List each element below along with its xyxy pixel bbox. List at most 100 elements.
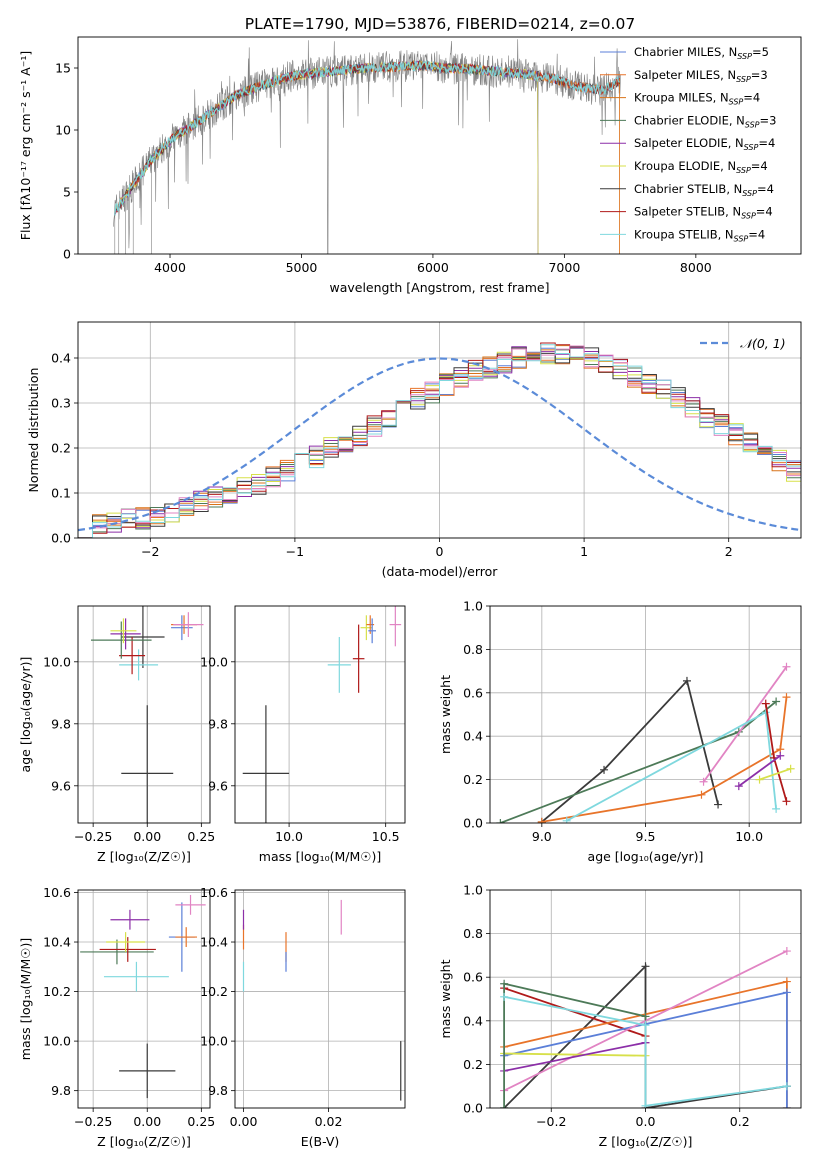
y-tick-label: 10.2: [43, 984, 71, 999]
series-marker: [641, 1101, 650, 1108]
x-tick-label: 2: [725, 544, 733, 559]
figure-title: PLATE=1790, MJD=53876, FIBERID=0214, z=0…: [245, 15, 635, 33]
y-tick-label: 10.0: [200, 654, 228, 669]
legend-label: Chabrier MILES, NSSP=5: [634, 45, 769, 61]
y-tick-label: 0.6: [463, 970, 483, 985]
axes-frame: [489, 605, 802, 824]
x-axis-label: (data-model)/error: [382, 564, 499, 579]
panel-mass-weight-vs-z: −0.2 0.0 0.2 0.0 0.2 0.4 0.6 0.8 1.0 Z [log₁₀(Z/Z…: [438, 883, 802, 1149]
series-line: [541, 679, 719, 823]
y-tick-label: 0.4: [51, 351, 71, 366]
series-marker: [500, 1104, 509, 1108]
series-marker: [500, 992, 509, 1001]
series-marker: [761, 708, 770, 717]
x-tick-label: −0.2: [536, 1114, 566, 1129]
series-line: [503, 950, 788, 1092]
x-axis-label: Z [log₁₀(Z/Z☉)]: [97, 1134, 191, 1149]
y-tick-label: 0.2: [463, 1057, 483, 1072]
series-marker: [782, 977, 791, 986]
model-spectrum-chabrier_stelib: [114, 60, 620, 216]
model-spectrum-chabrier_elodie: [114, 59, 539, 254]
series-marker: [734, 782, 743, 791]
x-axis-label: mass [log₁₀(M/M☉)]: [259, 849, 381, 864]
legend-label: 𝒩(0, 1): [740, 336, 786, 351]
y-tick-label: 10.4: [200, 935, 228, 950]
series-marker: [755, 775, 764, 784]
y-tick-label: 0.2: [51, 441, 71, 456]
x-tick-label: −0.25: [74, 829, 112, 844]
y-axis-label: age [log₁₀(age/yr)]: [18, 657, 33, 773]
series-marker: [562, 816, 571, 823]
model-spectrum-salpeter_stelib: [114, 60, 620, 216]
axes-frame: [234, 605, 406, 824]
axes-frame: [77, 889, 211, 1109]
histogram-salpeter_stelib: [78, 342, 801, 538]
y-tick-label: 0.6: [463, 685, 483, 700]
x-tick-label: 10.5: [372, 829, 400, 844]
x-tick-label: 9.0: [532, 829, 552, 844]
y-tick-label: 9.8: [208, 716, 228, 731]
x-tick-label: 10.0: [735, 829, 763, 844]
errorbar-point: [171, 615, 193, 641]
errorbar-point: [119, 637, 146, 675]
x-tick-label: 7000: [548, 260, 580, 275]
series-line: [503, 982, 646, 1108]
panel-spectrum: 4000 5000 6000 7000 8000 0 5 10 15 wavelength [An…: [18, 36, 802, 295]
y-tick-label: 10.6: [43, 885, 71, 900]
y-tick-label: 0.4: [463, 729, 483, 744]
model-spectrum-kroupa_miles: [114, 60, 620, 254]
panel-mass-weight-vs-age: 9.0 9.5 10.0 0.0 0.2 0.4 0.6 0.8 1.0 age [log₁₀(a…: [438, 599, 802, 864]
y-tick-label: 9.8: [208, 1083, 228, 1098]
x-tick-label: 0.0: [636, 1114, 656, 1129]
errorbar-point: [175, 894, 206, 915]
y-axis-label: Normed distribution: [26, 368, 41, 493]
series-marker: [782, 947, 791, 956]
x-tick-label: −2: [141, 544, 159, 559]
series-line: [541, 696, 788, 823]
panel-age-vs-mass: 10.0 10.5 9.6 9.8 10.0 mass [log₁₀(M/M☉)]: [200, 605, 406, 864]
x-tick-label: 10.0: [275, 829, 303, 844]
y-tick-label: 9.6: [208, 778, 228, 793]
y-tick-label: 0.3: [51, 396, 71, 411]
axes-frame: [77, 321, 802, 539]
panel-residual-histogram: −2 −1 0 1 2 0.0 0.1 0.2 0.3 0.4 (data-model)/error…: [26, 321, 802, 579]
y-tick-label: 0.0: [463, 816, 483, 831]
model-spectrum-kroupa_elodie: [114, 60, 539, 254]
y-tick-label: 1.0: [463, 883, 483, 898]
series-marker: [782, 988, 791, 997]
plot-area: [78, 606, 210, 823]
y-tick-label: 10.0: [200, 1034, 228, 1049]
plot-area: [235, 890, 405, 1108]
errorbar-point: [175, 927, 198, 947]
y-tick-label: 0.0: [51, 531, 71, 546]
errorbar-point: [327, 637, 351, 693]
x-axis-label: wavelength [Angstrom, rest frame]: [329, 280, 549, 295]
errorbar-point: [121, 606, 165, 668]
x-tick-label: 0.02: [315, 1114, 343, 1129]
series-line: [504, 1052, 646, 1057]
x-tick-label: 6000: [417, 260, 449, 275]
series-marker: [772, 697, 781, 706]
series-marker: [782, 662, 791, 671]
y-tick-label: 0: [63, 247, 71, 262]
series-marker: [772, 804, 781, 813]
series-marker: [641, 962, 650, 971]
legend-label: Kroupa MILES, NSSP=4: [634, 91, 760, 107]
y-tick-label: 0.2: [463, 772, 483, 787]
series-marker: [496, 819, 505, 823]
series-marker: [500, 979, 509, 988]
x-tick-label: 0.25: [187, 1114, 215, 1129]
model-spectrum-kroupa_stelib: [114, 59, 620, 216]
x-tick-label: −0.25: [74, 1114, 112, 1129]
legend: Chabrier MILES, NSSP=5 Salpeter MILES, NS…: [600, 45, 776, 243]
errorbar-point: [352, 624, 365, 693]
errorbar-point: [242, 705, 290, 823]
errorbar-point: [110, 618, 137, 644]
series-marker: [641, 1012, 650, 1021]
y-tick-label: 10.0: [43, 1034, 71, 1049]
x-tick-label: 0: [436, 544, 444, 559]
x-tick-label: 0.25: [187, 829, 215, 844]
legend-label: Salpeter ELODIE, NSSP=4: [634, 136, 775, 152]
histogram-kroupa_stelib: [78, 344, 801, 538]
y-tick-label: 9.8: [51, 1083, 71, 1098]
